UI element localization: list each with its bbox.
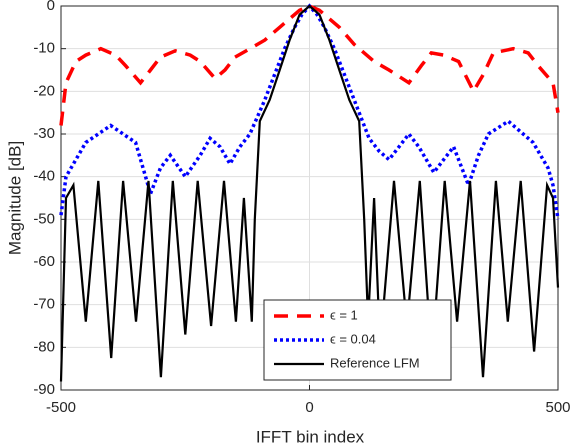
legend-label: Reference LFM [330,355,420,370]
y-axis-label: Magnitude [dB] [5,141,24,255]
y-tick-label: -10 [33,40,55,57]
y-tick-label: -20 [33,82,55,99]
x-tick-label: -500 [46,399,76,416]
y-tick-label: -70 [33,296,55,313]
legend-label: ϵ = 0.04 [330,331,376,346]
legend: ϵ = 1 ϵ = 0.04 Reference LFM [263,299,452,381]
series-line [59,4,560,126]
x-axis-label: IFFT bin index [256,427,365,446]
y-tick-label: -60 [33,253,55,270]
y-tick-label: -40 [33,168,55,185]
series-line [59,4,560,382]
legend-label: ϵ = 1 [330,307,358,322]
y-tick-label: -50 [33,210,55,227]
y-tick-label: 0 [47,0,55,14]
x-tick-label: 500 [545,399,570,416]
y-tick-label: -80 [33,338,55,355]
y-tick-label: -30 [33,125,55,142]
x-tick-label: 0 [305,399,313,416]
y-tick-label: -90 [33,381,55,398]
legend-box [263,299,452,381]
